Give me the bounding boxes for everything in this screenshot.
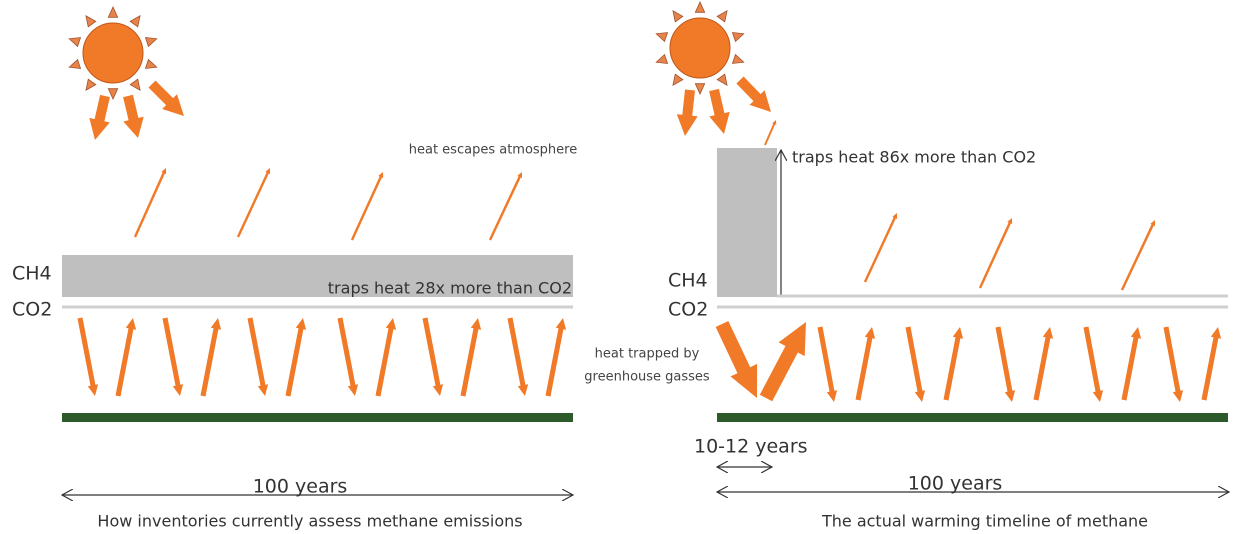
sun-ray — [731, 53, 745, 64]
sun-ray — [107, 88, 119, 100]
trapped-heat-arrow — [943, 327, 964, 401]
sun-ray — [85, 15, 97, 28]
caption: The actual warming timeline of methane — [821, 512, 1148, 531]
ground — [717, 413, 1228, 422]
sunlight-arrow — [89, 94, 110, 140]
ch4-band — [62, 255, 573, 297]
sun-ray — [129, 78, 141, 91]
sunlight-arrow — [123, 94, 144, 138]
escaping-heat-arrow — [350, 172, 384, 241]
escaping-heat-arrow — [133, 168, 167, 238]
span-label: 100 years — [253, 476, 348, 498]
sun-ray — [68, 58, 82, 69]
trapped-heat-arrow — [200, 318, 222, 397]
sun-ray — [716, 73, 728, 86]
sun-ray — [672, 73, 684, 86]
trapped-heat-arrow — [855, 327, 876, 401]
trapped-heat-arrow — [77, 317, 99, 396]
sun-ray — [655, 53, 669, 64]
escaping-heat-arrow — [978, 218, 1013, 289]
escaping-heat-arrow — [863, 213, 898, 283]
co2-label: CO2 — [12, 299, 52, 321]
escaping-heat-arrow — [764, 120, 777, 146]
sun-ray — [85, 78, 97, 91]
trapped-heat-arrow — [247, 317, 269, 396]
short-span-label: 10-12 years — [694, 436, 808, 458]
traps-label: traps heat 28x more than CO2 — [328, 279, 572, 298]
sun-ray — [144, 37, 158, 48]
co2-label: CO2 — [668, 299, 708, 321]
trapped-heat-arrow — [285, 318, 307, 397]
sun-ray — [129, 15, 141, 28]
trapped-heat-arrow — [115, 318, 137, 397]
trapped-heat-arrow — [1083, 326, 1104, 402]
trapped-heat-arrow — [1121, 327, 1142, 401]
trapped-heat-arrow — [545, 318, 567, 397]
sunlight-arrow — [709, 88, 730, 134]
trapped-label: greenhouse gasses — [584, 370, 710, 385]
sunlight-arrow — [736, 76, 771, 112]
sun-ray — [672, 10, 684, 23]
sun-ray — [694, 83, 706, 95]
sun-ray — [144, 58, 158, 69]
trapped-heat-arrow — [817, 326, 838, 402]
trapped-heat-arrow — [1033, 327, 1054, 401]
trapped-heat-arrow — [715, 321, 758, 398]
caption: How inventories currently assess methane… — [97, 512, 522, 531]
trapped-heat-arrow — [460, 318, 482, 397]
sunlight-arrow — [676, 89, 698, 136]
trapped-heat-arrow — [905, 326, 926, 402]
trapped-heat-arrow — [422, 317, 444, 396]
sun — [669, 17, 731, 79]
ch4-label: CH4 — [668, 270, 708, 292]
sun-ray — [68, 37, 82, 48]
sun-ray — [694, 1, 706, 13]
ground — [62, 413, 573, 422]
sun-ray — [655, 32, 669, 43]
sun-ray — [731, 32, 745, 43]
trapped-heat-arrow — [162, 317, 184, 396]
trapped-heat-arrow — [375, 318, 397, 397]
escaping-heat-arrow — [488, 172, 522, 241]
trapped-heat-arrow — [1201, 327, 1222, 401]
trapped-heat-arrow — [995, 326, 1016, 402]
trapped-heat-arrow — [337, 317, 359, 396]
traps-label: traps heat 86x more than CO2 — [792, 148, 1036, 167]
sunlight-arrow — [148, 80, 184, 116]
trapped-heat-arrow — [759, 322, 806, 402]
sun-ray — [716, 10, 728, 23]
escaping-heat-arrow — [1120, 220, 1155, 291]
sun — [82, 22, 144, 84]
trapped-heat-arrow — [507, 317, 529, 396]
trapped-heat-arrow — [1163, 326, 1184, 402]
trapped-label: heat trapped by — [595, 347, 700, 362]
ch4-label: CH4 — [12, 263, 52, 285]
escaping-heat-arrow — [236, 168, 271, 238]
escape-label: heat escapes atmosphere — [409, 143, 577, 158]
ch4-pulse — [717, 148, 777, 297]
span-label: 100 years — [908, 473, 1003, 495]
sun-ray — [107, 6, 119, 18]
